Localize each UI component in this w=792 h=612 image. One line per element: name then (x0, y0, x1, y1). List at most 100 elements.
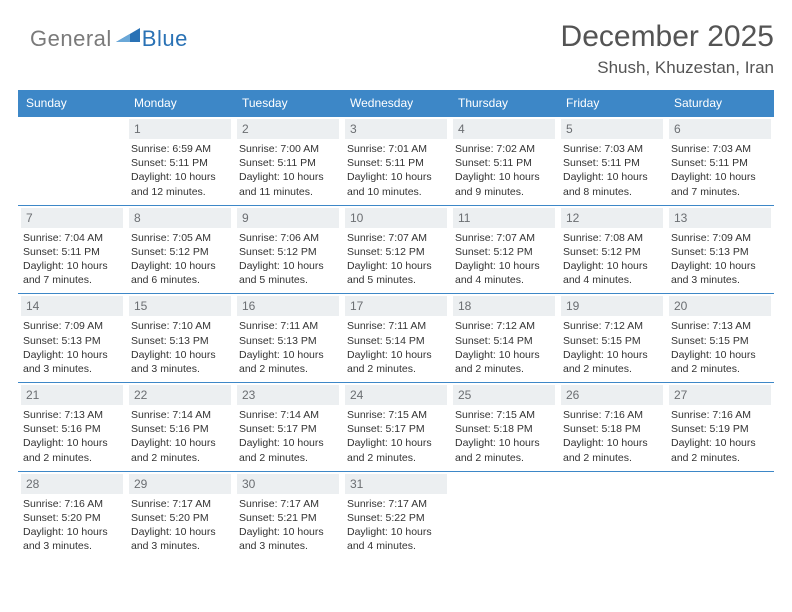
day-number: 31 (345, 474, 447, 494)
sunset-line: Sunset: 5:22 PM (347, 511, 445, 525)
day-cell: 15Sunrise: 7:10 AMSunset: 5:13 PMDayligh… (126, 293, 234, 382)
daylight-line: Daylight: 10 hours and 2 minutes. (239, 436, 337, 464)
daylight-line: Daylight: 10 hours and 3 minutes. (23, 525, 121, 553)
sunrise-line: Sunrise: 7:17 AM (347, 497, 445, 511)
dow-header: Wednesday (342, 90, 450, 116)
sunrise-line: Sunrise: 7:00 AM (239, 142, 337, 156)
day-cell: 6Sunrise: 7:03 AMSunset: 5:11 PMDaylight… (666, 116, 774, 205)
day-cell: 26Sunrise: 7:16 AMSunset: 5:18 PMDayligh… (558, 382, 666, 471)
day-details: Sunrise: 7:14 AMSunset: 5:16 PMDaylight:… (129, 408, 231, 465)
day-details: Sunrise: 7:17 AMSunset: 5:21 PMDaylight:… (237, 497, 339, 554)
sunset-line: Sunset: 5:11 PM (23, 245, 121, 259)
day-number: 18 (453, 296, 555, 316)
dow-header: Thursday (450, 90, 558, 116)
daylight-line: Daylight: 10 hours and 9 minutes. (455, 170, 553, 198)
daylight-line: Daylight: 10 hours and 2 minutes. (23, 436, 121, 464)
day-cell: 28Sunrise: 7:16 AMSunset: 5:20 PMDayligh… (18, 471, 126, 560)
day-number: 16 (237, 296, 339, 316)
day-details: Sunrise: 7:12 AMSunset: 5:15 PMDaylight:… (561, 319, 663, 376)
daylight-line: Daylight: 10 hours and 3 minutes. (131, 348, 229, 376)
brand-triangle-icon (116, 26, 140, 49)
day-details: Sunrise: 7:13 AMSunset: 5:15 PMDaylight:… (669, 319, 771, 376)
day-details: Sunrise: 7:08 AMSunset: 5:12 PMDaylight:… (561, 231, 663, 288)
sunrise-line: Sunrise: 7:12 AM (563, 319, 661, 333)
day-number: 17 (345, 296, 447, 316)
day-number: 14 (21, 296, 123, 316)
daylight-line: Daylight: 10 hours and 4 minutes. (455, 259, 553, 287)
day-details: Sunrise: 7:16 AMSunset: 5:20 PMDaylight:… (21, 497, 123, 554)
daylight-line: Daylight: 10 hours and 2 minutes. (347, 348, 445, 376)
day-details: Sunrise: 7:09 AMSunset: 5:13 PMDaylight:… (669, 231, 771, 288)
sunrise-line: Sunrise: 7:14 AM (131, 408, 229, 422)
brand-blue: Blue (142, 26, 188, 52)
dow-header: Saturday (666, 90, 774, 116)
day-number: 7 (21, 208, 123, 228)
sunset-line: Sunset: 5:12 PM (347, 245, 445, 259)
day-cell: 21Sunrise: 7:13 AMSunset: 5:16 PMDayligh… (18, 382, 126, 471)
day-number: 29 (129, 474, 231, 494)
sunset-line: Sunset: 5:13 PM (23, 334, 121, 348)
day-details: Sunrise: 7:07 AMSunset: 5:12 PMDaylight:… (453, 231, 555, 288)
day-details: Sunrise: 7:17 AMSunset: 5:22 PMDaylight:… (345, 497, 447, 554)
daylight-line: Daylight: 10 hours and 8 minutes. (563, 170, 661, 198)
day-cell: 17 Sunrise: 7:11 AMSunset: 5:14 PMDayligh… (342, 293, 450, 382)
daylight-line: Daylight: 10 hours and 5 minutes. (347, 259, 445, 287)
day-cell: 10Sunrise: 7:07 AMSunset: 5:12 PMDayligh… (342, 205, 450, 294)
day-details: Sunrise: 7:05 AMSunset: 5:12 PMDaylight:… (129, 231, 231, 288)
day-details: Sunrise: 7:00 AMSunset: 5:11 PMDaylight:… (237, 142, 339, 199)
daylight-line: Daylight: 10 hours and 2 minutes. (347, 436, 445, 464)
day-cell: 31 Sunrise: 7:17 AMSunset: 5:22 PMDayligh… (342, 471, 450, 560)
sunrise-line: Sunrise: 7:16 AM (563, 408, 661, 422)
daylight-line: Daylight: 10 hours and 2 minutes. (455, 348, 553, 376)
sunrise-line: Sunrise: 7:14 AM (239, 408, 337, 422)
day-details: Sunrise: 7:09 AMSunset: 5:13 PMDaylight:… (21, 319, 123, 376)
day-number: 25 (453, 385, 555, 405)
sunset-line: Sunset: 5:19 PM (671, 422, 769, 436)
sunrise-line: Sunrise: 7:07 AM (347, 231, 445, 245)
calendar-page: General Blue December 2025 Shush, Khuzes… (0, 0, 792, 569)
sunrise-line: Sunrise: 7:16 AM (23, 497, 121, 511)
day-number: 13 (669, 208, 771, 228)
sunrise-line: Sunrise: 7:11 AM (239, 319, 337, 333)
day-number: 21 (21, 385, 123, 405)
sunset-line: Sunset: 5:12 PM (455, 245, 553, 259)
brand-logo: General Blue (30, 26, 188, 52)
day-cell: 12Sunrise: 7:08 AMSunset: 5:12 PMDayligh… (558, 205, 666, 294)
daylight-line: Daylight: 10 hours and 2 minutes. (455, 436, 553, 464)
sunset-line: Sunset: 5:17 PM (239, 422, 337, 436)
daylight-line: Daylight: 10 hours and 10 minutes. (347, 170, 445, 198)
dow-header: Tuesday (234, 90, 342, 116)
day-cell: 24Sunrise: 7:15 AMSunset: 5:17 PMDayligh… (342, 382, 450, 471)
daylight-line: Daylight: 10 hours and 3 minutes. (239, 525, 337, 553)
sunset-line: Sunset: 5:20 PM (23, 511, 121, 525)
day-details: Sunrise: 7:04 AMSunset: 5:11 PMDaylight:… (21, 231, 123, 288)
day-number: 30 (237, 474, 339, 494)
day-number: 11 (453, 208, 555, 228)
sunset-line: Sunset: 5:12 PM (563, 245, 661, 259)
day-cell: 30 Sunrise: 7:17 AMSunset: 5:21 PMDayligh… (234, 471, 342, 560)
day-details: Sunrise: 7:11 AMSunset: 5:14 PMDaylight:… (345, 319, 447, 376)
daylight-line: Daylight: 10 hours and 2 minutes. (671, 436, 769, 464)
sunrise-line: Sunrise: 7:02 AM (455, 142, 553, 156)
sunrise-line: Sunrise: 7:17 AM (239, 497, 337, 511)
sunrise-line: Sunrise: 6:59 AM (131, 142, 229, 156)
sunset-line: Sunset: 5:13 PM (671, 245, 769, 259)
sunset-line: Sunset: 5:13 PM (239, 334, 337, 348)
dow-header: Monday (126, 90, 234, 116)
day-details: Sunrise: 7:16 AMSunset: 5:18 PMDaylight:… (561, 408, 663, 465)
day-details: Sunrise: 7:17 AMSunset: 5:20 PMDaylight:… (129, 497, 231, 554)
day-details: Sunrise: 7:06 AMSunset: 5:12 PMDaylight:… (237, 231, 339, 288)
brand-general: General (30, 26, 112, 52)
sunset-line: Sunset: 5:17 PM (347, 422, 445, 436)
header: General Blue December 2025 Shush, Khuzes… (18, 20, 774, 78)
calendar-grid: SundayMondayTuesdayWednesdayThursdayFrid… (18, 90, 774, 559)
daylight-line: Daylight: 10 hours and 2 minutes. (563, 348, 661, 376)
empty-cell: . (18, 116, 126, 205)
sunrise-line: Sunrise: 7:15 AM (455, 408, 553, 422)
day-number: 5 (561, 119, 663, 139)
day-cell: 25 Sunrise: 7:15 AMSunset: 5:18 PMDayligh… (450, 382, 558, 471)
sunset-line: Sunset: 5:13 PM (131, 334, 229, 348)
day-details: Sunrise: 7:15 AMSunset: 5:18 PMDaylight:… (453, 408, 555, 465)
day-details: Sunrise: 7:11 AMSunset: 5:13 PMDaylight:… (237, 319, 339, 376)
day-number: 23 (237, 385, 339, 405)
